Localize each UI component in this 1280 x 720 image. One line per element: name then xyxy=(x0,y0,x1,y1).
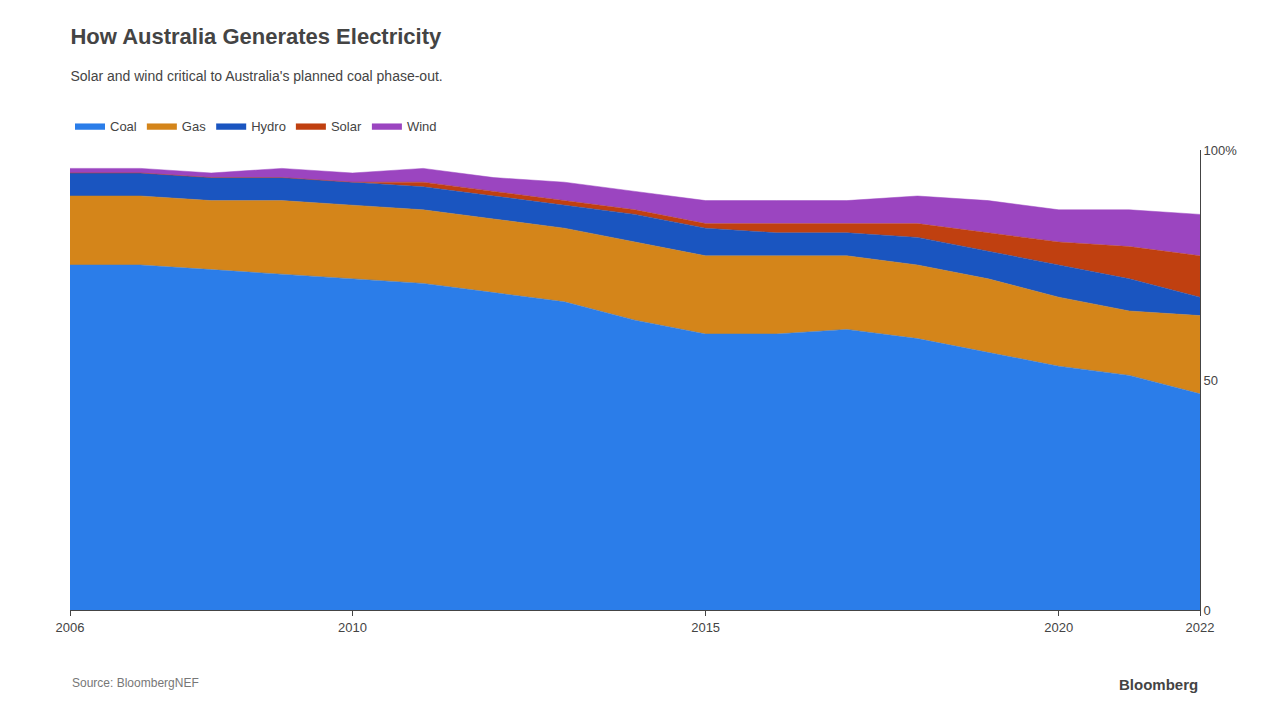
svg-text:Hydro: Hydro xyxy=(251,119,286,134)
svg-text:Source: BloombergNEF: Source: BloombergNEF xyxy=(72,676,199,690)
svg-text:2022: 2022 xyxy=(1186,620,1215,635)
svg-text:2010: 2010 xyxy=(338,620,367,635)
svg-text:100%: 100% xyxy=(1204,143,1238,158)
svg-text:50: 50 xyxy=(1204,373,1218,388)
svg-text:Bloomberg: Bloomberg xyxy=(1119,676,1198,693)
svg-text:Solar and wind critical to Aus: Solar and wind critical to Australia's p… xyxy=(70,68,442,84)
svg-text:Coal: Coal xyxy=(110,119,137,134)
svg-text:Solar: Solar xyxy=(331,119,362,134)
svg-text:2015: 2015 xyxy=(691,620,720,635)
svg-text:0: 0 xyxy=(1204,603,1211,618)
svg-text:Gas: Gas xyxy=(182,119,206,134)
svg-text:How Australia Generates Electr: How Australia Generates Electricity xyxy=(70,24,442,49)
svg-text:2020: 2020 xyxy=(1044,620,1073,635)
svg-text:Wind: Wind xyxy=(407,119,437,134)
svg-text:2006: 2006 xyxy=(56,620,85,635)
